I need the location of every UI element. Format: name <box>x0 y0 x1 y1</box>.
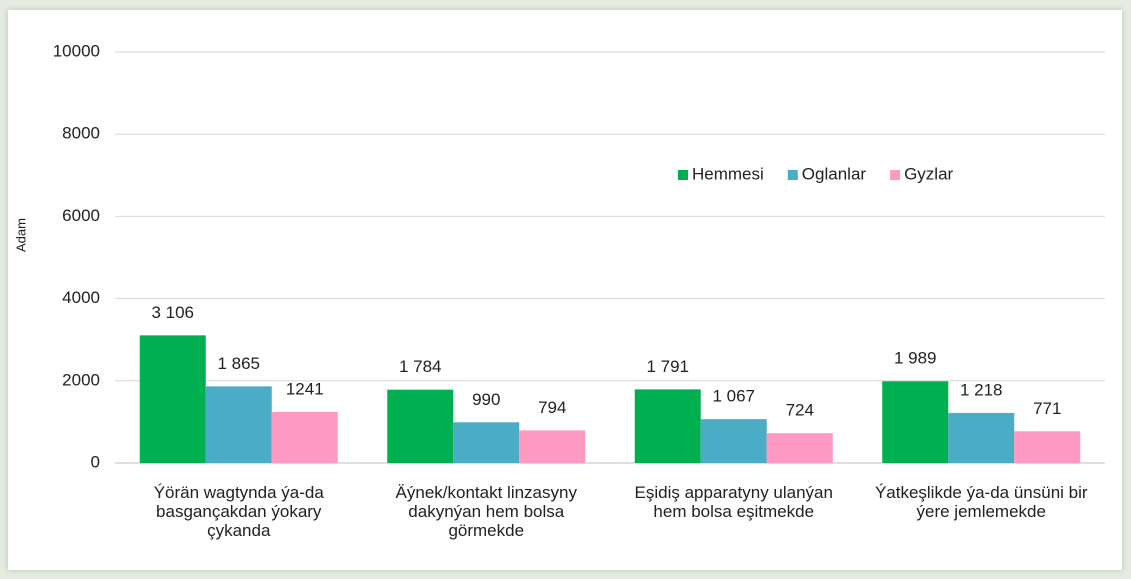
value-label: 724 <box>786 401 814 420</box>
bar <box>1014 431 1081 463</box>
bar <box>387 389 454 463</box>
bar <box>948 412 1015 463</box>
y-tick-label: 2000 <box>62 370 100 389</box>
value-label: 1 784 <box>399 357 442 376</box>
value-label: 771 <box>1033 399 1061 418</box>
x-tick-label: Eşidiş apparatyny ulanýan hem bolsa eşit… <box>634 483 833 521</box>
x-tick-label: Äýnek/kontakt linzasyny dakynýan hem bol… <box>395 483 577 540</box>
value-label: 1 791 <box>646 357 689 376</box>
y-tick-label: 0 <box>91 452 100 471</box>
y-tick-label: 10000 <box>53 41 100 60</box>
bar <box>882 381 949 463</box>
bar <box>766 433 833 463</box>
bar <box>700 419 767 463</box>
bar <box>634 389 701 463</box>
y-axis-label: Adam <box>13 218 28 252</box>
value-label: 3 106 <box>151 303 194 322</box>
bar <box>271 411 338 463</box>
value-label: 1 067 <box>712 387 755 406</box>
legend-swatch <box>678 170 688 180</box>
y-tick-label: 4000 <box>62 288 100 307</box>
bar <box>139 335 206 463</box>
legend-label: Hemmesi <box>692 164 764 183</box>
value-label: 1241 <box>286 379 324 398</box>
bar <box>519 430 586 463</box>
legend-swatch <box>890 170 901 180</box>
value-label: 794 <box>538 398 566 417</box>
value-label: 1 865 <box>217 354 260 373</box>
legend-swatch <box>787 170 798 180</box>
chart-panel <box>8 10 1122 570</box>
value-label: 1 218 <box>960 380 1003 399</box>
x-tick-label: Ýörän wagtynda ýa-da basgançakdan ýokary… <box>153 483 324 540</box>
bar <box>205 386 272 463</box>
bar <box>453 422 520 463</box>
x-tick-label: Ýatkeşlikde ýa-da ünsüni bir ýere jemlem… <box>874 483 1088 521</box>
y-tick-label: 6000 <box>62 206 100 225</box>
value-label: 990 <box>472 390 500 409</box>
legend-label: Gyzlar <box>904 164 953 183</box>
legend-label: Oglanlar <box>802 164 867 183</box>
y-tick-label: 8000 <box>62 124 100 143</box>
value-label: 1 989 <box>894 349 937 368</box>
